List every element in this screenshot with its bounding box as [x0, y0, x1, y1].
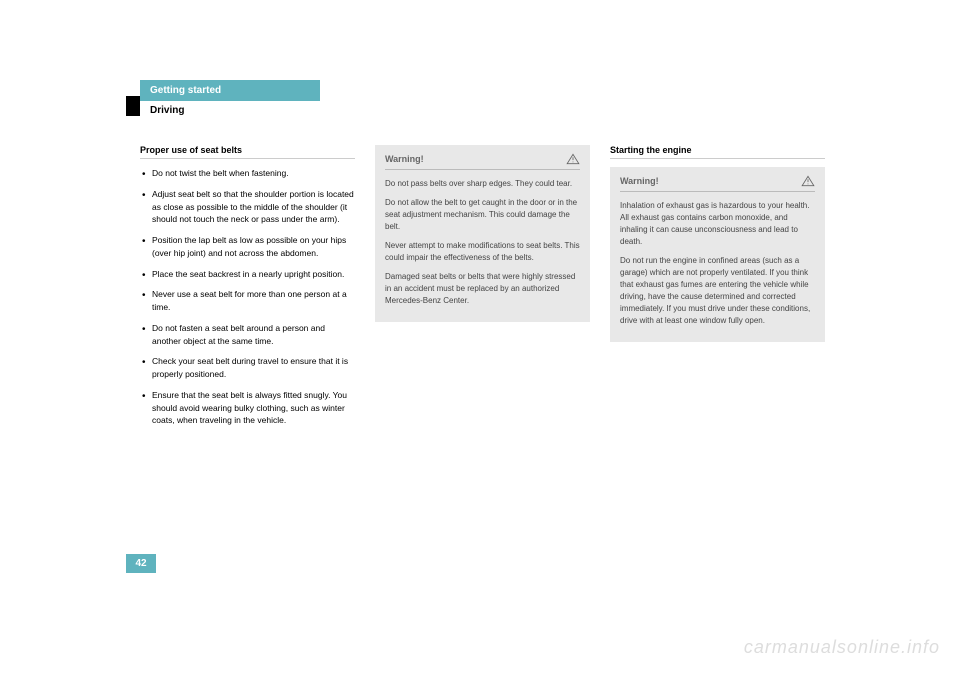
watermark: carmanualsonline.info [744, 637, 940, 658]
col3-title: Starting the engine [610, 145, 825, 159]
warning-header: Warning! [620, 175, 815, 192]
list-item: Do not fasten a seat belt around a perso… [140, 322, 355, 348]
warning-para: Do not run the engine in confined areas … [620, 255, 815, 327]
column-2: Warning! Do not pass belts over sharp ed… [375, 145, 590, 435]
page-content: Getting started Driving Proper use of se… [140, 80, 840, 435]
chapter-tab: Getting started [140, 80, 320, 101]
warning-para: Never attempt to make modifications to s… [385, 240, 580, 264]
warning-para: Inhalation of exhaust gas is hazardous t… [620, 200, 815, 248]
list-item: Adjust seat belt so that the shoulder po… [140, 188, 355, 226]
list-item: Do not twist the belt when fastening. [140, 167, 355, 180]
warning-header: Warning! [385, 153, 580, 170]
column-1: Proper use of seat belts Do not twist th… [140, 145, 355, 435]
content-columns: Proper use of seat belts Do not twist th… [140, 145, 840, 435]
list-item: Ensure that the seat belt is always fitt… [140, 389, 355, 427]
side-marker [126, 96, 140, 116]
column-3: Starting the engine Warning! Inhalation … [610, 145, 825, 435]
list-item: Position the lap belt as low as possible… [140, 234, 355, 260]
warning-para: Damaged seat belts or belts that were hi… [385, 271, 580, 307]
warning-box-seatbelt: Warning! Do not pass belts over sharp ed… [375, 145, 590, 322]
warning-triangle-icon [566, 153, 580, 165]
warning-title: Warning! [620, 176, 659, 186]
seat-belt-list: Do not twist the belt when fastening. Ad… [140, 167, 355, 427]
section-title: Driving [140, 101, 840, 120]
warning-para: Do not allow the belt to get caught in t… [385, 197, 580, 233]
warning-title: Warning! [385, 154, 424, 164]
warning-triangle-icon [801, 175, 815, 187]
page-number: 42 [126, 554, 156, 573]
list-item: Never use a seat belt for more than one … [140, 288, 355, 314]
warning-box-engine: Warning! Inhalation of exhaust gas is ha… [610, 167, 825, 342]
warning-para: Do not pass belts over sharp edges. They… [385, 178, 580, 190]
list-item: Check your seat belt during travel to en… [140, 355, 355, 381]
list-item: Place the seat backrest in a nearly upri… [140, 268, 355, 281]
col1-title: Proper use of seat belts [140, 145, 355, 159]
